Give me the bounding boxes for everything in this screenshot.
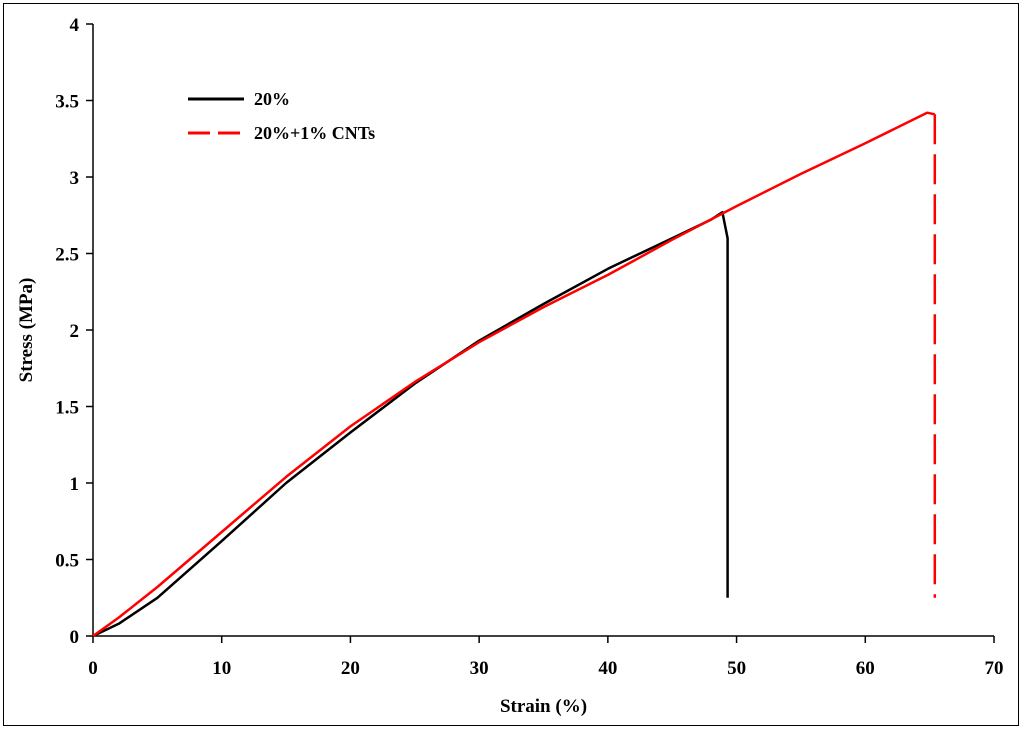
y-axis-ticks: 0 0.5 1 1.5 2 2.5 3 3.5 4 xyxy=(55,15,93,648)
axes xyxy=(92,24,994,637)
x-tick-label: 60 xyxy=(856,658,875,679)
y-tick-label: 2.5 xyxy=(55,245,79,266)
y-tick-label: 0 xyxy=(70,627,80,648)
y-tick-label: 2 xyxy=(70,321,80,342)
series-line-20pct-cnts xyxy=(92,111,936,638)
y-axis-label: Stress (MPa) xyxy=(16,278,37,383)
series-lines xyxy=(92,111,937,638)
chart-frame xyxy=(3,3,1019,726)
y-tick-label: 4 xyxy=(70,15,80,36)
x-tick-label: 0 xyxy=(88,658,98,679)
y-tick-label: 3 xyxy=(70,168,80,189)
x-tick-label: 30 xyxy=(470,658,489,679)
x-tick-label: 70 xyxy=(985,658,1004,679)
x-tick-label: 20 xyxy=(341,658,360,679)
y-tick-label: 1 xyxy=(70,474,80,495)
y-tick-label: 3.5 xyxy=(55,92,79,113)
x-axis-ticks: 0 10 20 30 40 50 60 70 xyxy=(88,636,1004,679)
x-tick-label: 40 xyxy=(598,658,617,679)
x-tick-label: 50 xyxy=(727,658,746,679)
series-line-20pct xyxy=(92,210,729,638)
legend: 20% 20%+1% CNTs xyxy=(188,89,375,143)
legend-label-20pct: 20% xyxy=(254,89,290,109)
legend-label-20pct-cnts: 20%+1% CNTs xyxy=(254,123,375,143)
x-axis-label: Strain (%) xyxy=(500,696,587,717)
y-tick-label: 0.5 xyxy=(55,551,79,572)
x-tick-label: 10 xyxy=(212,658,231,679)
y-tick-label: 1.5 xyxy=(55,398,79,419)
